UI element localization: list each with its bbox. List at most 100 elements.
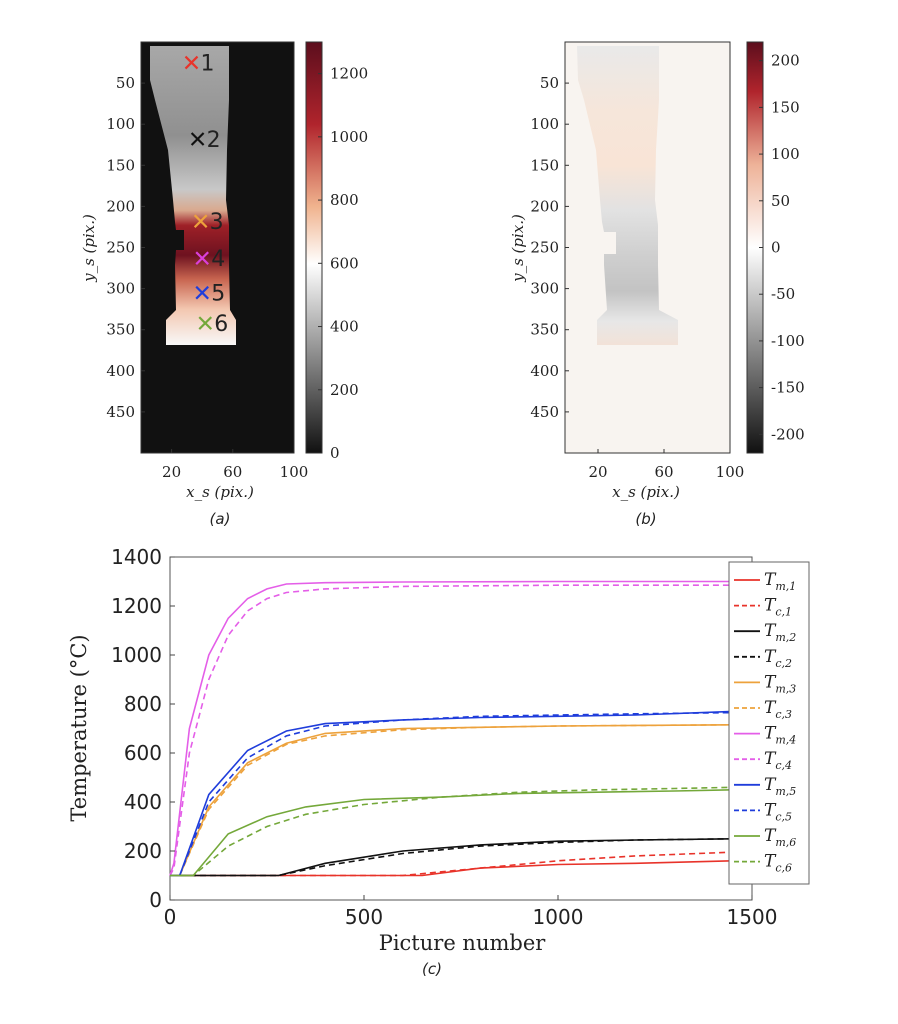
colorbar-tick-label: -200	[771, 425, 805, 443]
legend-label: Tc,4	[764, 749, 792, 772]
colorbar-tick-label: 0	[771, 239, 781, 257]
point-marker-label: 1	[200, 52, 214, 77]
legend-label: Tm,4	[764, 724, 796, 747]
panel-c-xlabel: Picture number	[379, 931, 547, 955]
colorbar-tick-label: 0	[330, 444, 340, 462]
ytick-label: 1200	[111, 594, 162, 618]
legend-item: Tm,6	[734, 826, 796, 849]
ytick-label: 800	[124, 692, 162, 716]
ytick-label: 150	[106, 156, 135, 174]
ytick-label: 400	[124, 790, 162, 814]
ytick-label: 50	[540, 74, 559, 92]
series-line-t-c-1	[170, 851, 733, 877]
legend-item: Tc,2	[734, 647, 792, 670]
ytick-label: 0	[149, 888, 162, 912]
colorbar-tick-label: 200	[771, 52, 800, 70]
ytick-label: 250	[106, 239, 135, 257]
panel-a-xlabel: x_s (pix.)	[186, 483, 254, 501]
panel-c-ylabel: Temperature (°C)	[67, 634, 91, 821]
ytick-label: 300	[530, 280, 559, 298]
cross-icon	[195, 251, 209, 265]
panel-a: 1 2 3 4 5 6 50 100 150 200 250 300 350 400 450 20 60 10…	[80, 41, 368, 528]
series-line-t-c-3	[170, 724, 733, 877]
colorbar-tick-label: 100	[771, 145, 800, 163]
point-marker-label: 6	[214, 312, 228, 337]
ytick-label: 250	[530, 239, 559, 257]
series-line-t-c-5	[170, 711, 733, 877]
ytick-label: 200	[124, 839, 162, 863]
series-line-t-c-4	[169, 584, 733, 876]
panel-a-colorbar	[305, 41, 323, 454]
colorbar-tick-label: 600	[330, 254, 359, 272]
ytick-label: 450	[106, 403, 135, 421]
ytick-label: 50	[116, 74, 135, 92]
ytick-label: 600	[124, 741, 162, 765]
xtick-label: 0	[164, 905, 177, 929]
colorbar-tick-label: 150	[771, 98, 800, 116]
ytick-label: 200	[530, 197, 559, 215]
legend-item: Tc,4	[734, 749, 792, 772]
ytick-label: 350	[530, 321, 559, 339]
series-line-t-c-6	[170, 786, 733, 877]
ytick-label: 350	[106, 321, 135, 339]
ytick-label: 300	[106, 280, 135, 298]
xtick-label: 60	[654, 463, 673, 481]
colorbar-tick-label: 50	[771, 192, 790, 210]
panel-b-specimen	[577, 46, 678, 345]
panel-b-ylabel: y_s (pix.)	[509, 214, 527, 283]
colorbar-tick-label: 1000	[330, 128, 368, 146]
legend-item: Tm,2	[734, 621, 796, 644]
panel-a-specimen	[150, 46, 236, 345]
panel-a-ylabel: y_s (pix.)	[80, 214, 98, 283]
xtick-label: 1000	[533, 905, 584, 929]
xtick-label: 100	[280, 463, 309, 481]
legend-item: Tc,1	[734, 596, 792, 619]
ytick-label: 1000	[111, 643, 162, 667]
colorbar-tick-label: -50	[771, 285, 795, 303]
ytick-label: 200	[106, 197, 135, 215]
series-line-t-m-3	[170, 724, 733, 877]
legend-label: Tc,3	[764, 698, 792, 721]
point-marker-3: 3	[193, 210, 224, 235]
legend-label: Tc,1	[764, 596, 792, 619]
legend-item: Tm,4	[734, 724, 796, 747]
panel-c: 0 200 400 600 800 1000 1200 1400 0 500 1000 1500 T…	[67, 545, 810, 978]
xtick-label: 20	[162, 463, 181, 481]
ytick-label: 100	[530, 115, 559, 133]
panel-c-caption: (c)	[422, 960, 442, 978]
panel-b: 50 100 150 200 250 300 350 400 450 20 60 100 y_s (…	[509, 41, 805, 528]
point-marker-label: 2	[207, 128, 221, 153]
legend	[728, 561, 810, 885]
point-marker-6: 6	[198, 312, 228, 337]
legend-label: Tc,6	[764, 852, 792, 875]
cross-icon	[193, 214, 208, 228]
legend-item: Tm,3	[734, 672, 796, 695]
colorbar-tick-label: 200	[330, 381, 359, 399]
colorbar-tick-label: 800	[330, 191, 359, 209]
cross-icon	[184, 55, 199, 70]
xtick-label: 1500	[727, 905, 778, 929]
colorbar-tick-label: 1200	[330, 65, 368, 83]
xtick-label: 60	[223, 463, 242, 481]
series-line-t-m-5	[170, 710, 733, 877]
point-marker-5: 5	[195, 282, 225, 307]
xtick-label: 500	[345, 905, 383, 929]
point-marker-label: 3	[210, 210, 224, 235]
panel-b-caption: (b)	[635, 510, 656, 528]
legend-label: Tc,2	[764, 647, 792, 670]
colorbar-tick-label: -100	[771, 332, 805, 350]
legend-item: Tc,6	[734, 852, 792, 875]
xtick-label: 100	[716, 463, 745, 481]
legend-item: Tm,5	[734, 775, 796, 798]
series-line-t-m-4	[169, 580, 733, 876]
legend-item: Tc,3	[734, 698, 792, 721]
point-marker-1: 1	[184, 52, 214, 77]
legend-item: Tc,5	[734, 800, 792, 823]
legend-label: Tm,2	[764, 621, 796, 644]
ytick-label: 150	[530, 156, 559, 174]
colorbar-tick-label: -150	[771, 379, 805, 397]
point-marker-2: 2	[190, 128, 221, 153]
cross-icon	[195, 285, 209, 300]
legend-label: Tm,5	[764, 775, 796, 798]
xtick-label: 20	[588, 463, 607, 481]
